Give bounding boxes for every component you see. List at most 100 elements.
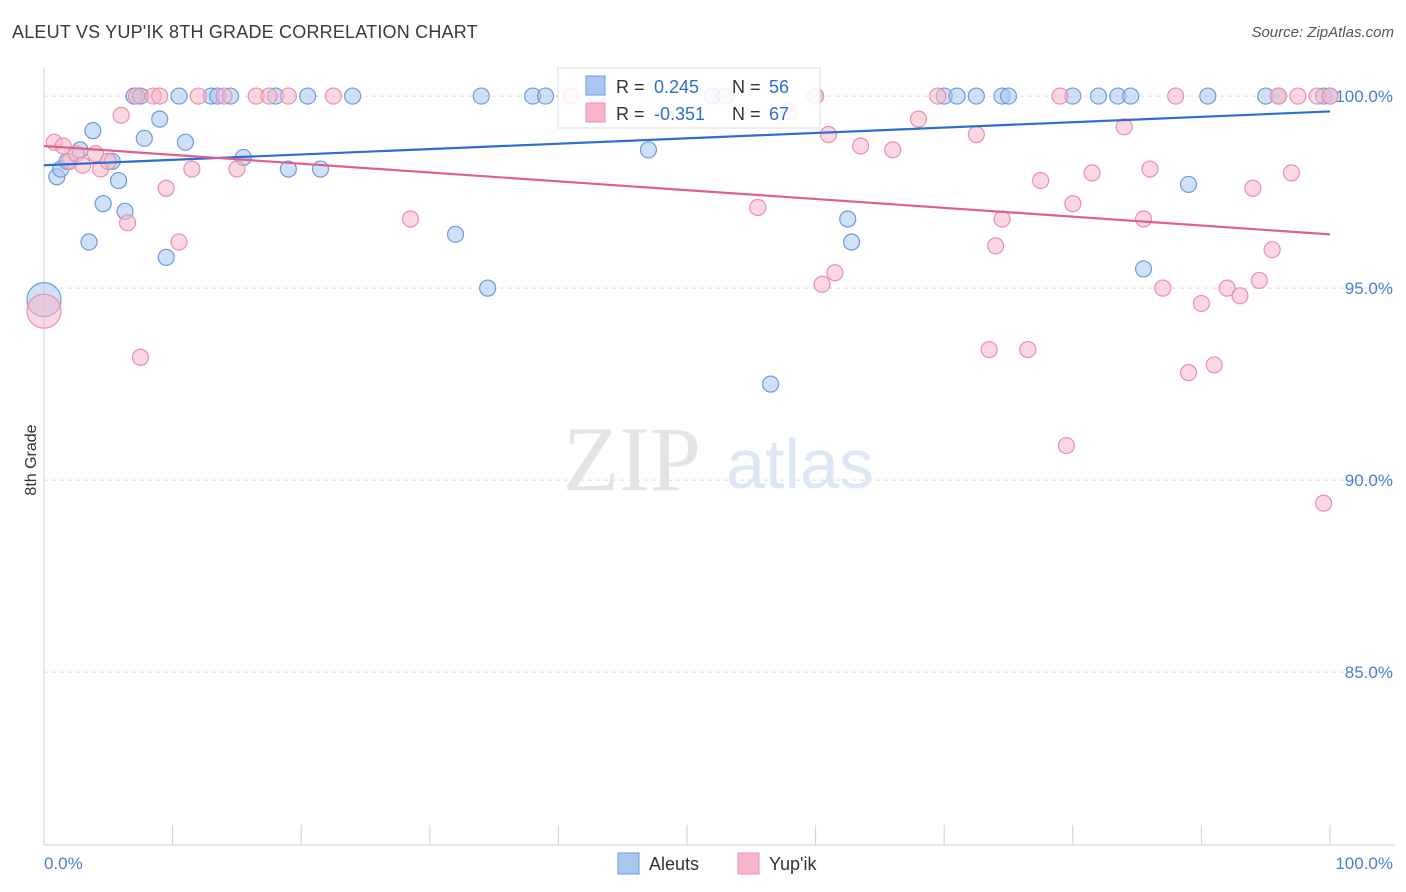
yupik-point <box>401 210 420 228</box>
aleuts-point <box>109 171 128 190</box>
series-legend-label: Yup'ik <box>769 854 817 874</box>
yupik-point <box>279 87 297 105</box>
aleuts-point <box>1089 87 1108 105</box>
yupik-point <box>1218 279 1236 297</box>
aleuts-point <box>839 210 857 228</box>
series-legend-swatch <box>617 852 640 875</box>
yupik-trend-line <box>43 144 1331 236</box>
aleuts-point <box>344 87 362 105</box>
yupik-point <box>127 87 146 105</box>
legend-swatch <box>585 102 606 123</box>
yupik-point <box>813 275 831 293</box>
trend-lines <box>43 110 1331 236</box>
axes <box>43 68 1395 846</box>
aleuts-point <box>639 141 658 159</box>
stats-legend: R = 0.245 N = 56 R = -0.351 N = 67 <box>557 67 821 129</box>
aleuts-point <box>170 87 188 105</box>
aleuts-point <box>761 375 780 393</box>
yupik-point <box>157 179 175 197</box>
aleuts-point <box>948 87 966 105</box>
tick-labels: 100.0% 95.0% 90.0% 85.0% 0.0% 100.0% <box>44 87 1393 873</box>
yupik-point <box>1064 195 1082 213</box>
y-tick-label: 95.0% <box>1345 279 1393 298</box>
watermark-zip: ZIP <box>563 408 701 510</box>
x-tick-label: 0.0% <box>44 854 83 873</box>
yupik-point <box>1289 87 1307 105</box>
yupik-point <box>1141 160 1159 178</box>
yupik-point <box>1314 494 1333 512</box>
yupik-point <box>1032 171 1050 190</box>
yupik-point <box>131 348 150 366</box>
yupik-point <box>1019 340 1037 359</box>
yupik-point <box>1250 271 1268 290</box>
yupik-point <box>1179 364 1198 382</box>
yupik-point <box>1057 436 1075 455</box>
series-legend-swatch <box>737 852 760 875</box>
aleuts-point <box>843 233 861 251</box>
aleuts-point <box>999 87 1018 105</box>
y-tick-label: 90.0% <box>1345 471 1393 490</box>
yupik-point <box>967 125 985 144</box>
legend-swatch <box>585 75 606 96</box>
yupik-point <box>909 110 928 128</box>
aleuts-point <box>1122 87 1140 105</box>
legend-stat-row: R = -0.351 N = 67 <box>616 104 789 124</box>
yupik-point <box>819 125 838 144</box>
aleuts-point <box>176 133 195 151</box>
yupik-point <box>215 87 233 105</box>
source-label: Source: ZipAtlas.com <box>1251 24 1394 41</box>
y-tick-label: 85.0% <box>1345 663 1393 682</box>
aleuts-point <box>472 87 490 105</box>
yupik-point <box>228 160 246 178</box>
y-axis-label: 8th Grade <box>23 424 40 495</box>
aleuts-trend-line <box>43 110 1331 167</box>
aleuts-point <box>84 122 102 140</box>
watermark-atlas: atlas <box>726 425 874 503</box>
yupik-point <box>151 87 169 105</box>
yupik-point <box>189 87 207 105</box>
aleuts-point <box>135 129 153 147</box>
yupik-point <box>260 87 278 105</box>
yupik-point <box>1205 356 1223 374</box>
aleuts-point <box>94 195 112 213</box>
yupik-point <box>73 156 92 174</box>
series-legend-label: Aleuts <box>649 854 699 874</box>
yupik-point <box>993 210 1011 228</box>
yupik-point <box>1269 87 1288 105</box>
yupik-point <box>1115 118 1133 136</box>
yupik-point <box>26 293 62 329</box>
legend-stat-row: R = 0.245 N = 56 <box>616 77 789 97</box>
yupik-point <box>980 340 998 359</box>
yupik-point <box>170 233 188 251</box>
aleuts-point <box>151 110 169 128</box>
aleuts-point <box>446 225 465 243</box>
yupik-point <box>183 160 201 178</box>
y-tick-label: 100.0% <box>1335 87 1393 106</box>
aleuts-point <box>1199 87 1217 105</box>
yupik-point <box>1263 241 1281 259</box>
yupik-point <box>1167 87 1185 105</box>
yupik-point <box>929 87 947 105</box>
aleuts-point <box>1134 260 1153 278</box>
yupik-point <box>1231 287 1249 305</box>
yupik-point <box>826 264 844 282</box>
aleuts-point <box>536 87 555 105</box>
yupik-point <box>852 137 870 155</box>
yupik-point <box>884 141 902 159</box>
aleuts-point <box>80 233 98 251</box>
aleuts-point <box>157 248 175 266</box>
aleuts-point <box>967 87 985 105</box>
yupik-point <box>1192 294 1211 313</box>
yupik-point <box>324 87 342 105</box>
aleuts-point <box>311 160 330 178</box>
yupik-point <box>1244 179 1262 197</box>
chart-title: ALEUT VS YUP'IK 8TH GRADE CORRELATION CH… <box>12 22 478 42</box>
yupik-point <box>1134 210 1153 228</box>
aleuts-point <box>479 279 497 297</box>
aleuts-point <box>1179 175 1198 194</box>
yupik-point <box>1154 279 1172 297</box>
yupik-point <box>1051 87 1069 105</box>
yupik-point <box>1083 164 1101 182</box>
yupik-point <box>749 198 767 217</box>
